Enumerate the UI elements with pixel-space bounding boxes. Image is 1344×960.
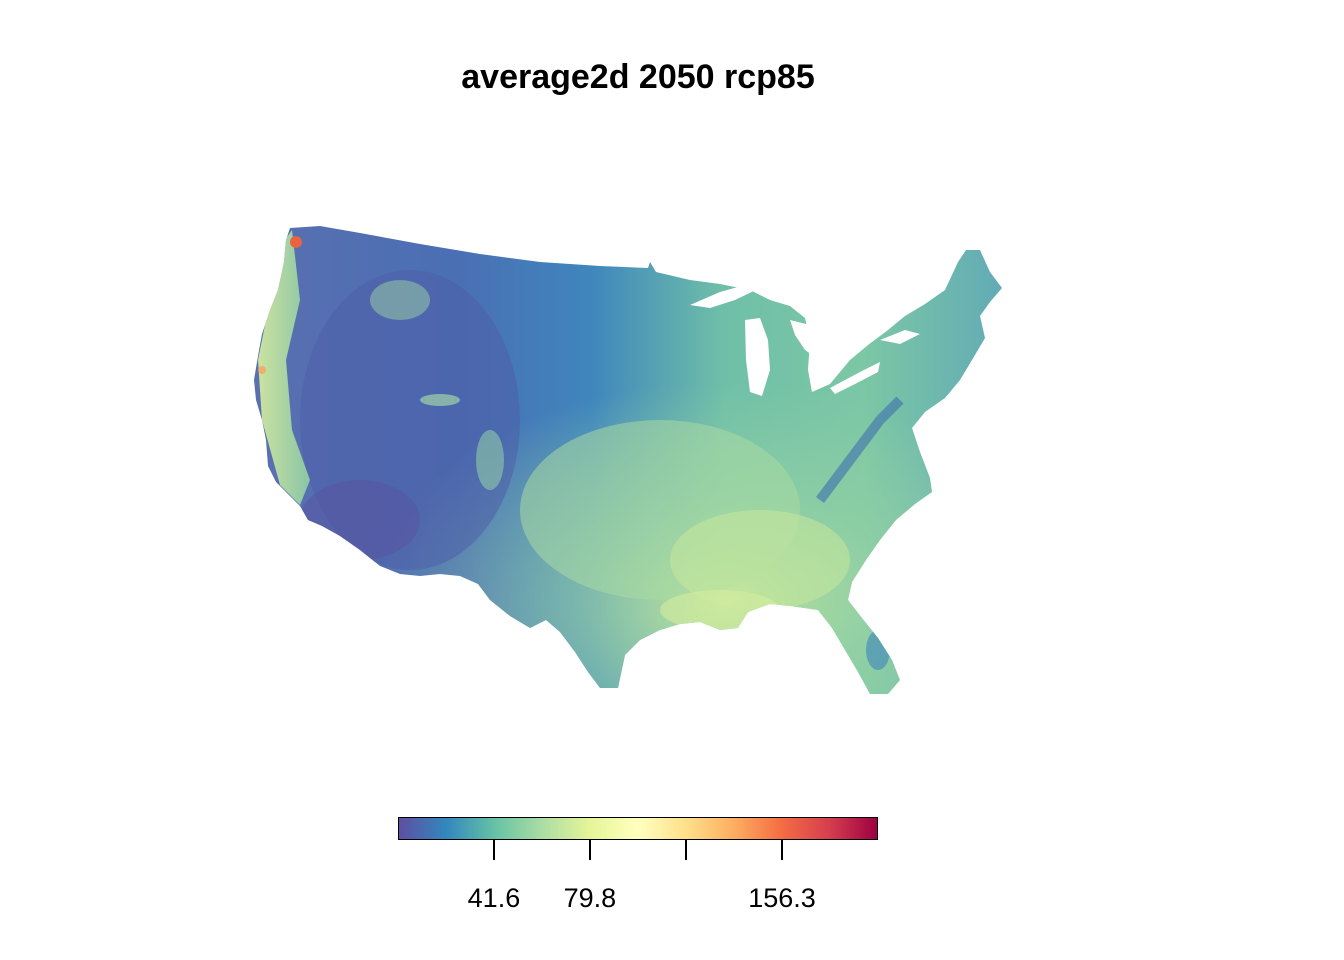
map-shading (254, 226, 1002, 694)
legend-tick (684, 840, 687, 860)
legend-tick (588, 840, 591, 860)
legend-tick (781, 840, 784, 860)
great-lakes (690, 285, 920, 396)
legend-colorbar (398, 817, 878, 840)
map-title: average2d 2050 rcp85 (461, 58, 815, 96)
legend-tick-label: 79.8 (563, 883, 617, 913)
legend-tick-label: 41.6 (467, 883, 521, 913)
legend-tick-label: 156.3 (748, 883, 816, 913)
legend-tick (492, 840, 495, 860)
